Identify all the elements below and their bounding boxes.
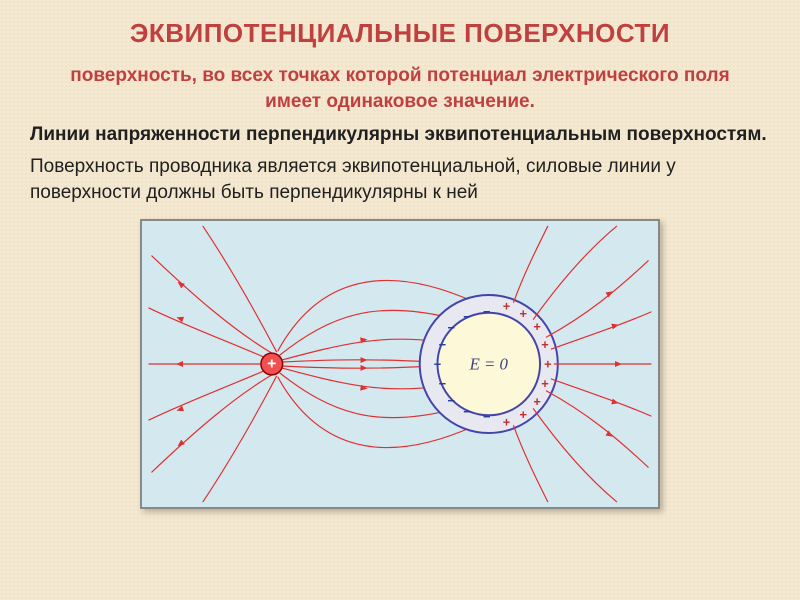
subtitle: поверхность, во всех точках которой поте…: [30, 63, 770, 114]
svg-text:−: −: [483, 304, 490, 319]
svg-text:−: −: [483, 409, 490, 424]
svg-text:+: +: [503, 415, 510, 430]
svg-text:+: +: [533, 319, 540, 334]
svg-text:−: −: [448, 320, 455, 335]
left-field-lines: [149, 226, 277, 502]
svg-text:+: +: [520, 306, 527, 321]
page-title: ЭКВИПОТЕНЦИАЛЬНЫЕ ПОВЕРХНОСТИ: [30, 18, 770, 49]
svg-text:−: −: [439, 337, 446, 352]
svg-text:−: −: [448, 393, 455, 408]
paragraph-2: Поверхность проводника является эквипоте…: [30, 154, 770, 205]
svg-text:+: +: [520, 407, 527, 422]
field-diagram: −−−−−−−−− +++++++++ + E = 0: [140, 219, 660, 509]
svg-text:+: +: [541, 376, 548, 391]
svg-text:−: −: [439, 376, 446, 391]
paragraph-1: Линии напряженности перпендикулярны экви…: [30, 122, 770, 148]
diagram-container: −−−−−−−−− +++++++++ + E = 0: [30, 219, 770, 509]
diagram-svg: −−−−−−−−− +++++++++ + E = 0: [142, 221, 658, 507]
svg-text:+: +: [533, 394, 540, 409]
svg-text:+: +: [544, 357, 551, 372]
center-equation: E = 0: [469, 355, 509, 374]
point-charge-label: +: [267, 356, 276, 373]
svg-text:+: +: [541, 337, 548, 352]
svg-text:−: −: [463, 404, 470, 419]
svg-text:−: −: [434, 357, 441, 372]
svg-text:−: −: [463, 309, 470, 324]
svg-text:+: +: [503, 299, 510, 314]
